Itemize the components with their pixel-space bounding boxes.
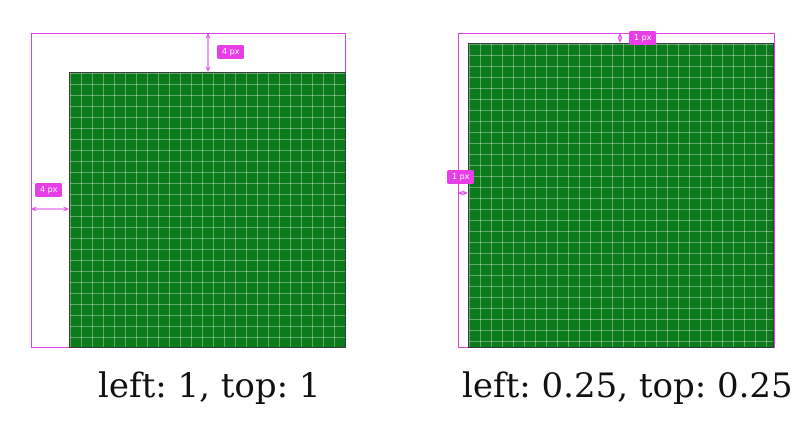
left-caption: left: 1, top: 1 [98, 366, 321, 406]
right-caption: left: 0.25, top: 0.25 [462, 366, 793, 406]
left-grid-square [69, 72, 346, 348]
left-top-gap-badge: 4 px [217, 45, 245, 59]
right-left-gap-badge: 1 px [447, 170, 475, 184]
right-grid-square [468, 43, 774, 348]
right-top-gap-badge: 1 px [629, 31, 657, 45]
left-left-gap-badge: 4 px [35, 183, 63, 197]
